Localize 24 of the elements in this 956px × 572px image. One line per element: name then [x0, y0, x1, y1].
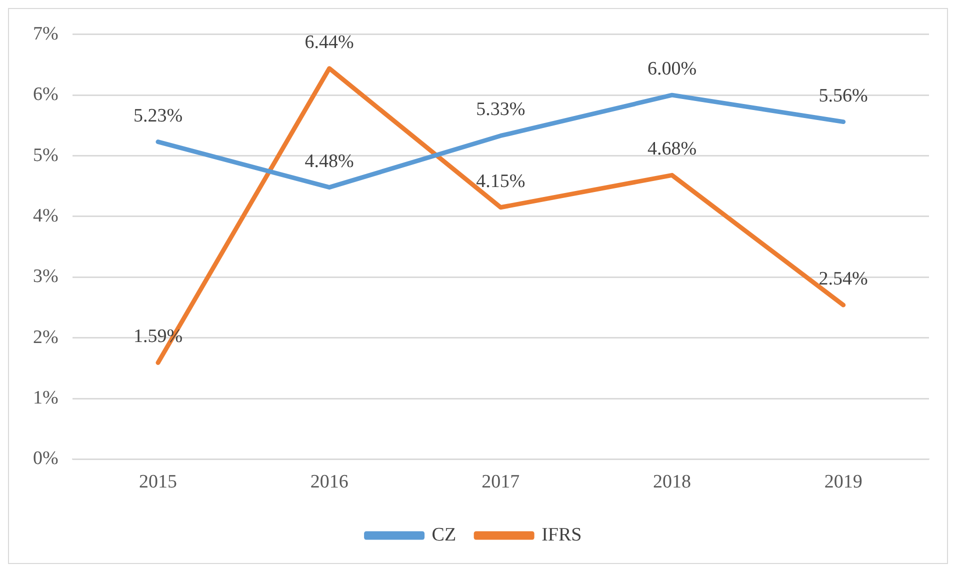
data-label: 4.68% [647, 138, 697, 160]
x-tick-label: 2019 [824, 472, 862, 493]
y-tick-label: 7% [33, 23, 58, 44]
x-tick-label: 2015 [138, 472, 177, 493]
y-tick-label: 0% [33, 448, 58, 470]
y-tick-label: 6% [33, 84, 58, 106]
data-label: 5.56% [818, 85, 868, 106]
data-label: 2.54% [818, 268, 868, 290]
y-tick-label: 2% [33, 326, 58, 348]
data-label: 4.15% [476, 170, 526, 192]
legend-label: CZ [432, 524, 456, 546]
data-label: 6.00% [647, 58, 697, 80]
legend-label: IFRS [542, 524, 582, 546]
x-tick-label: 2018 [653, 472, 691, 493]
y-tick-label: 4% [33, 205, 58, 226]
x-tick-label: 2017 [482, 472, 520, 493]
data-label: 5.23% [133, 105, 183, 126]
y-tick-label: 5% [33, 144, 58, 166]
y-tick-label: 3% [33, 266, 58, 288]
data-label: 6.44% [304, 32, 354, 53]
y-tick-label: 1% [33, 388, 58, 408]
data-label: 4.48% [304, 150, 354, 172]
data-label: 5.33% [476, 99, 526, 120]
x-tick-label: 2016 [310, 472, 348, 493]
